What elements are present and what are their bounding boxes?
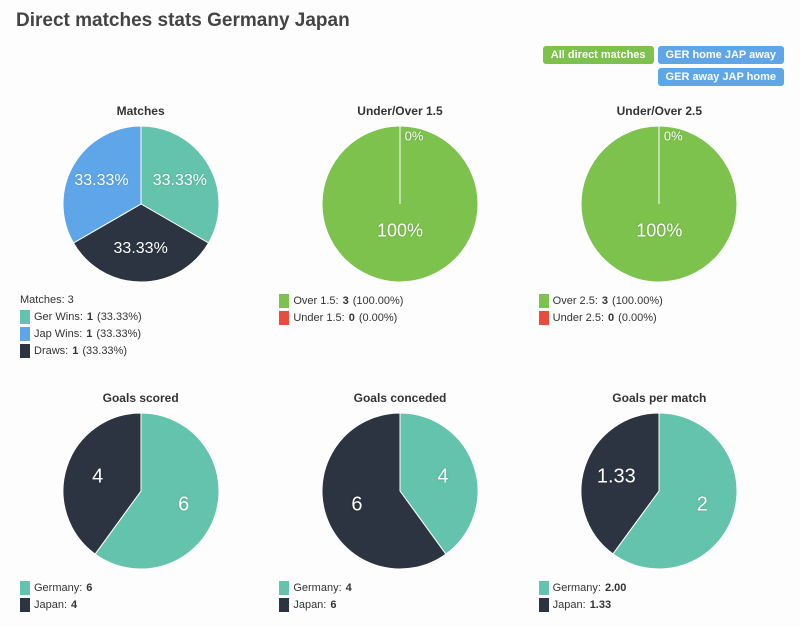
legend-value: 3: [602, 295, 608, 307]
legend-pct: (100.00%): [612, 295, 663, 307]
legend-swatch: [20, 598, 30, 612]
legend-item: Germany: 2.00: [539, 581, 784, 595]
pie-chart: 33.33%33.33%33.33%: [61, 124, 221, 284]
legend-item: Jap Wins: 1 (33.33%): [20, 327, 265, 341]
chart-cell: Under/Over 2.5 100%0% Over 2.5: 3 (100.00%…: [535, 104, 784, 361]
chart-title: Under/Over 1.5: [357, 104, 442, 118]
legend-swatch: [539, 581, 549, 595]
legend-swatch: [20, 327, 30, 341]
legend-value: 0: [608, 312, 614, 324]
legend-label: Under 2.5:: [553, 312, 604, 324]
legend-label: Germany:: [553, 582, 601, 594]
chart-cell: Goals per match 21.33 Germany: 2.00 Japan: …: [535, 391, 784, 615]
legend-label: Draws:: [34, 345, 68, 357]
pie-chart: 100%0%: [579, 124, 739, 284]
legend-swatch: [539, 294, 549, 308]
legend-swatch: [279, 311, 289, 325]
legend-header: Matches: 3: [20, 294, 265, 306]
legend-item: Under 2.5: 0 (0.00%): [539, 311, 784, 325]
legend-value: 0: [349, 312, 355, 324]
legend-item: Japan: 1.33: [539, 598, 784, 612]
legend-swatch: [539, 598, 549, 612]
legend-label: Japan:: [553, 599, 586, 611]
legend-swatch: [279, 294, 289, 308]
chart-title: Goals per match: [612, 391, 706, 405]
legend-label: Over 1.5:: [293, 295, 338, 307]
legend-pct: (33.33%): [97, 311, 142, 323]
chart-title: Matches: [117, 104, 165, 118]
legend-value: 2.00: [605, 582, 626, 594]
legend-value: 4: [71, 599, 77, 611]
chart-title: Goals conceded: [354, 391, 447, 405]
legend-item: Over 1.5: 3 (100.00%): [279, 294, 524, 308]
legend-swatch: [20, 581, 30, 595]
legend-swatch: [20, 310, 30, 324]
legend-item: Draws: 1 (33.33%): [20, 344, 265, 358]
legend-label: Germany:: [34, 582, 82, 594]
legend-value: 1: [86, 328, 92, 340]
legend-pct: (33.33%): [96, 328, 141, 340]
chart-legend: Germany: 2.00 Japan: 1.33: [535, 581, 784, 615]
legend-label: Japan:: [34, 599, 67, 611]
legend-label: Over 2.5:: [553, 295, 598, 307]
legend-label: Germany:: [293, 582, 341, 594]
chart-legend: Over 2.5: 3 (100.00%) Under 2.5: 0 (0.00%…: [535, 294, 784, 328]
filter-button[interactable]: GER away JAP home: [658, 68, 784, 86]
filter-row: All direct matchesGER home JAP away GER a…: [16, 46, 784, 86]
filter-button[interactable]: GER home JAP away: [658, 46, 784, 64]
chart-legend: Germany: 4 Japan: 6: [275, 581, 524, 615]
chart-title: Under/Over 2.5: [617, 104, 702, 118]
chart-legend: Matches: 3Ger Wins: 1 (33.33%)Jap Wins: …: [16, 294, 265, 361]
chart-cell: Under/Over 1.5 100%0% Over 1.5: 3 (100.00%…: [275, 104, 524, 361]
page-title: Direct matches stats Germany Japan: [16, 10, 784, 32]
legend-value: 4: [346, 582, 352, 594]
chart-legend: Germany: 6 Japan: 4: [16, 581, 265, 615]
legend-item: Under 1.5: 0 (0.00%): [279, 311, 524, 325]
legend-item: Germany: 4: [279, 581, 524, 595]
pie-chart: 46: [320, 411, 480, 571]
filter-button[interactable]: All direct matches: [543, 46, 654, 64]
legend-pct: (0.00%): [618, 312, 657, 324]
legend-value: 3: [343, 295, 349, 307]
legend-label: Japan:: [293, 599, 326, 611]
pie-chart: 64: [61, 411, 221, 571]
legend-pct: (33.33%): [82, 345, 127, 357]
legend-value: 1.33: [590, 599, 611, 611]
legend-swatch: [279, 581, 289, 595]
legend-value: 6: [86, 582, 92, 594]
legend-swatch: [20, 344, 30, 358]
legend-label: Ger Wins:: [34, 311, 83, 323]
legend-item: Ger Wins: 1 (33.33%): [20, 310, 265, 324]
chart-cell: Goals conceded 46 Germany: 4 Japan: 6: [275, 391, 524, 615]
legend-value: 6: [330, 599, 336, 611]
legend-value: 1: [72, 345, 78, 357]
legend-pct: (0.00%): [359, 312, 398, 324]
legend-value: 1: [87, 311, 93, 323]
legend-pct: (100.00%): [353, 295, 404, 307]
legend-label: Jap Wins:: [34, 328, 82, 340]
legend-item: Japan: 6: [279, 598, 524, 612]
charts-grid: Matches 33.33%33.33%33.33% Matches: 3 Ger W…: [16, 104, 784, 615]
legend-item: Germany: 6: [20, 581, 265, 595]
chart-cell: Matches 33.33%33.33%33.33% Matches: 3 Ger W…: [16, 104, 265, 361]
legend-swatch: [539, 311, 549, 325]
chart-cell: Goals scored 64 Germany: 6 Japan: 4: [16, 391, 265, 615]
pie-chart: 21.33: [579, 411, 739, 571]
chart-title: Goals scored: [103, 391, 179, 405]
legend-item: Over 2.5: 3 (100.00%): [539, 294, 784, 308]
legend-swatch: [279, 598, 289, 612]
chart-legend: Over 1.5: 3 (100.00%) Under 1.5: 0 (0.00%…: [275, 294, 524, 328]
pie-chart: 100%0%: [320, 124, 480, 284]
legend-label: Under 1.5:: [293, 312, 344, 324]
legend-item: Japan: 4: [20, 598, 265, 612]
